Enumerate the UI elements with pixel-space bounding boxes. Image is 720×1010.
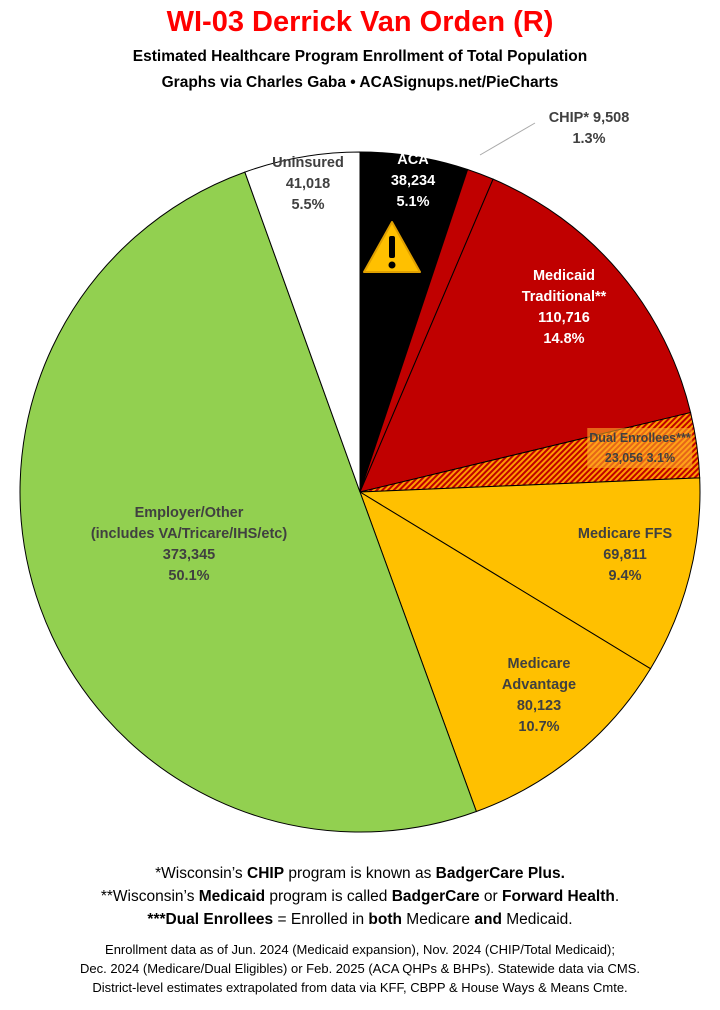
footnote-line: ***Dual Enrollees = Enrolled in both Med… bbox=[0, 908, 720, 931]
footnote-segment: = Enrolled in bbox=[273, 911, 369, 928]
label-employer: Employer/Other (includes VA/Tricare/IHS/… bbox=[91, 503, 287, 587]
source-line: Dec. 2024 (Medicare/Dual Eligibles) or F… bbox=[80, 961, 640, 976]
label-emp-value: 373,345 bbox=[162, 547, 216, 563]
source-line: Enrollment data as of Jun. 2024 (Medicai… bbox=[105, 942, 615, 957]
label-medicaid: Medicaid Traditional** 110,716 14.8% bbox=[522, 266, 607, 350]
label-ffs-value: 69,811 bbox=[603, 547, 647, 563]
footnote-segment: *Wisconsin’s bbox=[155, 865, 247, 882]
label-chip-name: CHIP* 9,508 bbox=[548, 110, 630, 126]
label-dual-value: 23,056 3.1% bbox=[604, 451, 676, 465]
footnote-segment: or bbox=[479, 888, 503, 905]
footnote-segment: Medicaid. bbox=[501, 911, 573, 928]
label-ffs-name: Medicare FFS bbox=[577, 526, 673, 542]
footnote-segment: program is known as bbox=[284, 865, 436, 882]
label-ma-value: 80,123 bbox=[516, 698, 562, 714]
label-chip: CHIP* 9,508 1.3% bbox=[549, 108, 630, 150]
pie-slice-medicare-ffs bbox=[358, 477, 701, 670]
chart-credit: Graphs via Charles Gaba • ACASignups.net… bbox=[161, 74, 559, 91]
footnote-segment: Medicare bbox=[401, 911, 475, 928]
pie-slice-uninsured bbox=[244, 151, 361, 493]
pie-slice-medicare-advantage bbox=[359, 490, 652, 813]
label-medicaid-name: Medicaid bbox=[532, 268, 596, 284]
footnote-segment: Forward Health bbox=[502, 888, 615, 905]
footnote-segment: . bbox=[614, 888, 620, 905]
pie-slice-medicaid-traditional bbox=[359, 178, 692, 493]
label-medicaid-value: 110,716 bbox=[538, 310, 590, 326]
label-ffs-percent: 9.4% bbox=[608, 568, 642, 584]
chart-title: WI-03 Derrick Van Orden (R) bbox=[166, 6, 554, 38]
label-aca-percent: 5.1% bbox=[396, 194, 430, 210]
label-medicaid-percent: 14.8% bbox=[543, 331, 585, 347]
label-aca-value: 38,234 bbox=[390, 173, 436, 189]
label-ma-name2: Advantage bbox=[501, 677, 577, 693]
label-medicare-ffs: Medicare FFS 69,811 9.4% bbox=[578, 524, 672, 587]
warning-icon bbox=[363, 221, 421, 273]
source-line: District-level estimates extrapolated fr… bbox=[92, 980, 628, 995]
label-ma-name: Medicare bbox=[507, 656, 571, 672]
footnote-line: **Wisconsin’s Medicaid program is called… bbox=[0, 885, 720, 908]
footnote-segment: BadgerCare Plus. bbox=[435, 865, 565, 882]
footnote-segment: both bbox=[368, 911, 402, 928]
label-aca: ACA 38,234 5.1% bbox=[391, 150, 435, 213]
label-emp-name: Employer/Other bbox=[134, 505, 244, 521]
pie-slice-employer-other-includes-va-tricare-ihs-etc bbox=[19, 171, 477, 833]
footnote-segment: and bbox=[474, 911, 502, 928]
label-dual-name: Dual Enrollees*** bbox=[589, 431, 691, 445]
footnote-segment: ***Dual Enrollees bbox=[147, 911, 274, 928]
label-ma-percent: 10.7% bbox=[518, 719, 560, 735]
footnote-line: *Wisconsin’s CHIP program is known as Ba… bbox=[0, 862, 720, 885]
footnote-segment: BadgerCare bbox=[391, 888, 480, 905]
label-medicare-advantage: Medicare Advantage 80,123 10.7% bbox=[502, 654, 576, 738]
label-dual: Dual Enrollees*** 23,056 3.1% bbox=[587, 428, 693, 468]
label-medicaid-name2: Traditional** bbox=[521, 289, 607, 305]
label-unins-name: Uninsured bbox=[272, 155, 344, 171]
footnote-segment: Medicaid bbox=[198, 888, 266, 905]
label-uninsured: Uninsured 41,018 5.5% bbox=[272, 153, 344, 216]
footnote-segment: **Wisconsin’s bbox=[100, 888, 199, 905]
footnotes: *Wisconsin’s CHIP program is known as Ba… bbox=[0, 862, 720, 931]
label-unins-percent: 5.5% bbox=[291, 197, 325, 213]
label-emp-percent: 50.1% bbox=[168, 568, 210, 584]
chip-leader-line bbox=[479, 122, 536, 156]
footnote-segment: program is called bbox=[265, 888, 392, 905]
chart-subtitle: Estimated Healthcare Program Enrollment … bbox=[132, 48, 588, 65]
footnote-segment: CHIP bbox=[247, 865, 285, 882]
label-emp-name2: (includes VA/Tricare/IHS/etc) bbox=[90, 526, 288, 542]
label-aca-name: ACA bbox=[397, 152, 429, 168]
label-chip-percent: 1.3% bbox=[572, 131, 606, 147]
sources: Enrollment data as of Jun. 2024 (Medicai… bbox=[0, 940, 720, 997]
label-unins-value: 41,018 bbox=[285, 176, 331, 192]
